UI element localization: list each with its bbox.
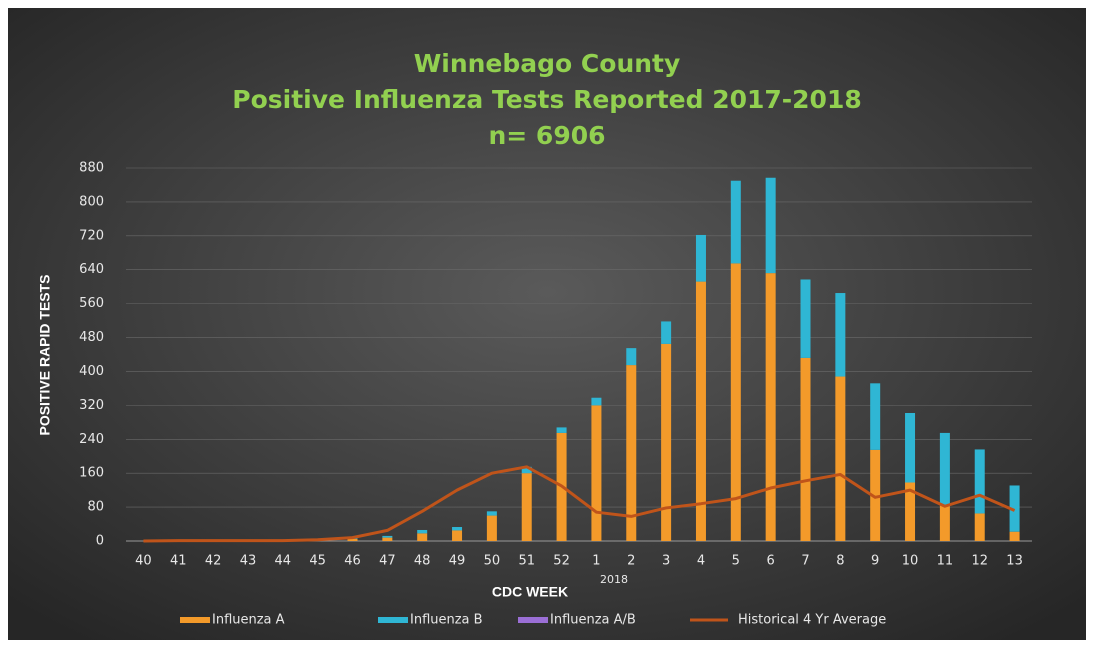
bar bbox=[591, 397, 602, 406]
y-tick-label: 320 bbox=[79, 398, 104, 413]
bar bbox=[486, 515, 497, 541]
annotation: 2018 bbox=[600, 573, 628, 586]
y-tick-label: 480 bbox=[79, 330, 104, 345]
bar bbox=[905, 412, 916, 483]
bar bbox=[486, 511, 497, 516]
bar bbox=[661, 321, 672, 344]
bar bbox=[870, 449, 881, 541]
bar bbox=[452, 527, 463, 531]
bar bbox=[626, 365, 637, 541]
x-tick-label: 12 bbox=[971, 554, 988, 569]
x-tick-label: 2 bbox=[627, 554, 635, 569]
x-tick-label: 7 bbox=[801, 554, 809, 569]
y-tick-label: 560 bbox=[79, 296, 104, 311]
bar bbox=[382, 537, 393, 541]
bar bbox=[417, 533, 428, 541]
bar bbox=[1009, 531, 1020, 541]
x-tick-label: 41 bbox=[170, 554, 187, 569]
y-tick-label: 240 bbox=[79, 432, 104, 447]
x-tick-label: 8 bbox=[836, 554, 844, 569]
x-tick-label: 9 bbox=[871, 554, 879, 569]
bar bbox=[835, 293, 846, 377]
x-tick-label: 4 bbox=[697, 554, 705, 569]
x-tick-label: 10 bbox=[902, 554, 919, 569]
legend-swatch bbox=[518, 617, 548, 623]
y-axis-title: POSITIVE RAPID TESTS bbox=[37, 274, 53, 435]
x-tick-label: 46 bbox=[344, 554, 361, 569]
x-tick-label: 52 bbox=[553, 554, 570, 569]
bar bbox=[835, 376, 846, 541]
x-tick-label: 1 bbox=[592, 554, 600, 569]
x-tick-label: 51 bbox=[518, 554, 535, 569]
bar bbox=[765, 273, 776, 541]
y-tick-label: 800 bbox=[79, 194, 104, 209]
x-tick-label: 43 bbox=[240, 554, 257, 569]
bar bbox=[695, 234, 706, 282]
chart-title: Positive Influenza Tests Reported 2017-2… bbox=[232, 85, 861, 114]
bar bbox=[800, 357, 811, 541]
y-tick-label: 720 bbox=[79, 228, 104, 243]
bar bbox=[417, 529, 428, 534]
line bbox=[143, 465, 1016, 543]
x-tick-label: 45 bbox=[309, 554, 326, 569]
bar bbox=[765, 177, 776, 274]
x-tick-label: 50 bbox=[484, 554, 501, 569]
x-tick-label: 6 bbox=[767, 554, 775, 569]
bar bbox=[626, 348, 637, 366]
bar bbox=[730, 263, 741, 541]
x-tick-label: 13 bbox=[1006, 554, 1023, 569]
x-tick-label: 49 bbox=[449, 554, 466, 569]
legend-label: Influenza A/B bbox=[550, 613, 636, 628]
x-tick-label: 5 bbox=[732, 554, 740, 569]
bar bbox=[974, 513, 985, 541]
bar bbox=[939, 432, 950, 505]
bar bbox=[974, 449, 985, 514]
chart-title: n= 6906 bbox=[488, 121, 605, 150]
x-tick-label: 48 bbox=[414, 554, 431, 569]
legend-swatch bbox=[378, 617, 408, 623]
bar bbox=[905, 482, 916, 541]
bar bbox=[695, 281, 706, 541]
bar bbox=[870, 383, 881, 450]
bar bbox=[347, 538, 358, 541]
bar bbox=[521, 473, 532, 541]
x-tick-label: 11 bbox=[937, 554, 954, 569]
y-tick-label: 0 bbox=[96, 534, 104, 549]
bar bbox=[521, 466, 532, 474]
chart-title: Winnebago County bbox=[414, 49, 681, 78]
y-tick-label: 400 bbox=[79, 364, 104, 379]
y-tick-label: 80 bbox=[87, 500, 104, 515]
legend-label: Influenza B bbox=[410, 613, 483, 628]
bar bbox=[452, 530, 463, 541]
bar bbox=[730, 180, 741, 264]
bar bbox=[382, 535, 393, 538]
bar bbox=[939, 504, 950, 541]
bar bbox=[591, 405, 602, 541]
legend-swatch bbox=[180, 617, 210, 623]
x-tick-label: 42 bbox=[205, 554, 222, 569]
x-axis-title: CDC WEEK bbox=[492, 584, 568, 600]
x-tick-label: 47 bbox=[379, 554, 396, 569]
bar bbox=[800, 279, 811, 358]
x-tick-label: 3 bbox=[662, 554, 670, 569]
legend-label: Influenza A bbox=[212, 613, 285, 628]
y-tick-label: 880 bbox=[79, 161, 104, 176]
bar bbox=[661, 343, 672, 541]
x-tick-label: 44 bbox=[275, 554, 292, 569]
x-tick-label: 40 bbox=[135, 554, 152, 569]
legend-label: Historical 4 Yr Average bbox=[738, 613, 886, 628]
y-tick-label: 640 bbox=[79, 262, 104, 277]
bar bbox=[1009, 485, 1020, 532]
y-tick-label: 160 bbox=[79, 466, 104, 481]
bar bbox=[556, 427, 567, 433]
